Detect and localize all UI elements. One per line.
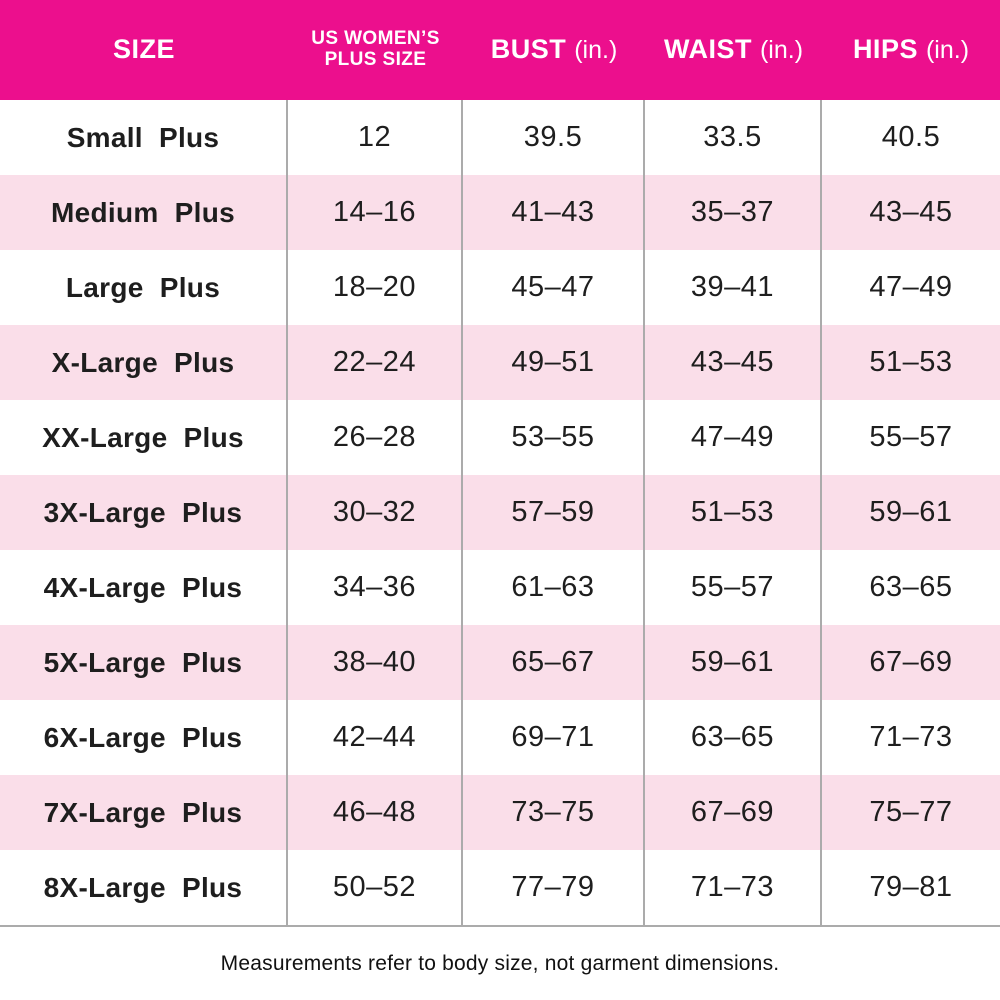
- waist-cell: 63–65: [645, 700, 822, 775]
- header-bust: BUST (in.): [463, 34, 645, 65]
- hips-cell: 43–45: [869, 196, 953, 228]
- table-row-xx-large-plus: XX-Large Plus 26–28 53–55 47–49 55–57: [0, 400, 1000, 475]
- size-name-cell: 6X-Large Plus: [0, 700, 288, 775]
- header-us-plus-size-line1: US WOMEN’S: [311, 28, 440, 50]
- measurement-note: Measurements refer to body size, not gar…: [220, 951, 780, 975]
- size-name-cell: XX-Large Plus: [0, 400, 288, 475]
- table-row-7x-large-plus: 7X-Large Plus 46–48 73–75 67–69 75–77: [0, 775, 1000, 850]
- table-body: Small Plus 12 39.5 33.5 40.5 Medium Plus…: [0, 100, 1000, 927]
- bust-cell: 61–63: [463, 550, 645, 625]
- waist-cell: 55–57: [645, 550, 822, 625]
- waist-cell: 35–37: [645, 175, 822, 250]
- us-plus-size-cell: 38–40: [288, 625, 463, 700]
- hips-cell: 47–49: [869, 271, 953, 303]
- us-plus-size-cell: 12: [288, 100, 463, 175]
- hips-cell: 71–73: [869, 721, 953, 753]
- header-size: SIZE: [0, 34, 288, 65]
- bust-cell: 41–43: [463, 175, 645, 250]
- bust-cell: 49–51: [463, 325, 645, 400]
- size-name-cell: X-Large Plus: [0, 325, 288, 400]
- bust-cell: 69–71: [463, 700, 645, 775]
- us-plus-size-cell: 18–20: [288, 250, 463, 325]
- waist-cell: 67–69: [645, 775, 822, 850]
- hips-cell: 51–53: [869, 346, 953, 378]
- size-name-cell: Medium Plus: [0, 175, 288, 250]
- size-name-cell: 3X-Large Plus: [0, 475, 288, 550]
- header-waist-label: WAIST: [663, 34, 752, 65]
- size-name-cell: Small Plus: [0, 100, 288, 175]
- header-us-plus-size: US WOMEN’S PLUS SIZE: [288, 28, 463, 71]
- waist-cell: 51–53: [645, 475, 822, 550]
- us-plus-size-cell: 26–28: [288, 400, 463, 475]
- hips-cell: 40.5: [881, 121, 941, 153]
- table-row-5x-large-plus: 5X-Large Plus 38–40 65–67 59–61 67–69: [0, 625, 1000, 700]
- waist-cell: 59–61: [645, 625, 822, 700]
- header-waist: WAIST (in.): [645, 34, 822, 65]
- us-plus-size-cell: 30–32: [288, 475, 463, 550]
- size-name-cell: 7X-Large Plus: [0, 775, 288, 850]
- header-hips-label: HIPS: [852, 34, 918, 65]
- us-plus-size-cell: 22–24: [288, 325, 463, 400]
- us-plus-size-cell: 34–36: [288, 550, 463, 625]
- table-row-large-plus: Large Plus 18–20 45–47 39–41 47–49: [0, 250, 1000, 325]
- header-size-label: SIZE: [112, 34, 175, 65]
- us-plus-size-cell: 42–44: [288, 700, 463, 775]
- waist-cell: 47–49: [645, 400, 822, 475]
- waist-cell: 71–73: [645, 850, 822, 925]
- header-bust-label: BUST: [490, 34, 567, 65]
- footer: Measurements refer to body size, not gar…: [0, 927, 1000, 1000]
- bust-cell: 53–55: [463, 400, 645, 475]
- table-row-small-plus: Small Plus 12 39.5 33.5 40.5: [0, 100, 1000, 175]
- bust-cell: 77–79: [463, 850, 645, 925]
- bust-cell: 65–67: [463, 625, 645, 700]
- table-row-4x-large-plus: 4X-Large Plus 34–36 61–63 55–57 63–65: [0, 550, 1000, 625]
- header-bust-unit: (in.): [574, 36, 618, 65]
- waist-cell: 33.5: [645, 100, 822, 175]
- hips-cell: 79–81: [869, 871, 953, 903]
- us-plus-size-cell: 46–48: [288, 775, 463, 850]
- hips-cell: 63–65: [869, 571, 953, 603]
- header-us-plus-size-line2: PLUS SIZE: [324, 49, 427, 70]
- size-name-cell: Large Plus: [0, 250, 288, 325]
- size-name-cell: 5X-Large Plus: [0, 625, 288, 700]
- header-waist-unit: (in.): [759, 36, 804, 65]
- waist-cell: 43–45: [645, 325, 822, 400]
- hips-cell: 75–77: [869, 796, 953, 828]
- bust-cell: 57–59: [463, 475, 645, 550]
- bust-cell: 73–75: [463, 775, 645, 850]
- waist-cell: 39–41: [645, 250, 822, 325]
- bust-cell: 39.5: [463, 100, 645, 175]
- us-plus-size-cell: 50–52: [288, 850, 463, 925]
- header-hips: HIPS (in.): [822, 34, 1000, 65]
- bust-cell: 45–47: [463, 250, 645, 325]
- table-row-3x-large-plus: 3X-Large Plus 30–32 57–59 51–53 59–61: [0, 475, 1000, 550]
- header-hips-unit: (in.): [925, 36, 970, 65]
- table-row-8x-large-plus: 8X-Large Plus 50–52 77–79 71–73 79–81: [0, 850, 1000, 925]
- hips-cell: 55–57: [869, 421, 953, 453]
- table-row-medium-plus: Medium Plus 14–16 41–43 35–37 43–45: [0, 175, 1000, 250]
- hips-cell: 67–69: [869, 646, 953, 678]
- table-row-x-large-plus: X-Large Plus 22–24 49–51 43–45 51–53: [0, 325, 1000, 400]
- us-plus-size-cell: 14–16: [288, 175, 463, 250]
- table-header-row: SIZE US WOMEN’S PLUS SIZE BUST (in.) WAI…: [0, 0, 1000, 100]
- hips-cell: 59–61: [869, 496, 953, 528]
- size-name-cell: 8X-Large Plus: [0, 850, 288, 925]
- table-row-6x-large-plus: 6X-Large Plus 42–44 69–71 63–65 71–73: [0, 700, 1000, 775]
- size-name-cell: 4X-Large Plus: [0, 550, 288, 625]
